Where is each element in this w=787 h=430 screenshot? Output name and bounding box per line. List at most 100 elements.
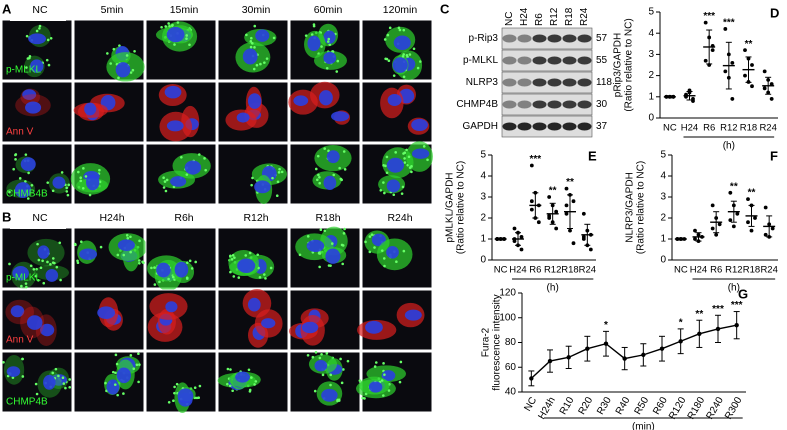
- nucleus: [323, 175, 337, 190]
- y-axis-label: NLRP3/GAPDH: [625, 172, 636, 243]
- band: [517, 56, 532, 65]
- puncta: [253, 24, 257, 28]
- puncta: [229, 270, 232, 274]
- puncta: [116, 253, 120, 257]
- puncta: [160, 25, 163, 29]
- puncta: [402, 75, 406, 79]
- data-point: [731, 224, 736, 229]
- data-point: [664, 94, 669, 99]
- nucleus: [10, 305, 25, 318]
- puncta: [98, 168, 101, 172]
- puncta: [316, 178, 319, 182]
- data-point: [581, 235, 586, 239]
- band: [532, 34, 547, 43]
- puncta: [125, 234, 129, 237]
- data-point: [684, 92, 688, 97]
- data-point: [746, 220, 750, 225]
- y-axis-label: (Ratio relative to NC): [624, 18, 635, 111]
- puncta: [25, 34, 29, 38]
- puncta: [168, 24, 171, 28]
- y-axis-label: (Ratio relative to NC): [636, 161, 647, 254]
- significance: ***: [529, 154, 541, 165]
- nucleus: [84, 102, 97, 116]
- band: [517, 122, 532, 131]
- puncta: [340, 381, 344, 385]
- puncta: [259, 62, 262, 66]
- y-axis-label: pMLKL/GAPDH: [445, 172, 456, 242]
- data-point: [710, 226, 715, 231]
- puncta: [28, 55, 32, 58]
- significance: **: [566, 177, 574, 188]
- puncta: [138, 261, 141, 265]
- puncta: [318, 175, 321, 179]
- puncta: [248, 251, 252, 255]
- nucleus: [254, 180, 271, 194]
- y-tick-label: 4: [660, 171, 666, 182]
- nucleus: [116, 367, 132, 384]
- puncta: [237, 276, 241, 279]
- data-point: [536, 203, 541, 208]
- column-header: R24h: [387, 212, 412, 224]
- puncta: [198, 384, 202, 388]
- puncta: [317, 252, 321, 255]
- significance: *: [604, 320, 608, 331]
- y-tick-label: 0: [648, 113, 654, 124]
- data-point: [767, 235, 772, 239]
- lane-label: NC: [504, 12, 515, 26]
- puncta: [188, 43, 191, 47]
- puncta: [153, 283, 157, 286]
- data-point: [717, 222, 722, 227]
- puncta: [158, 280, 161, 284]
- puncta: [373, 246, 376, 249]
- y-tick-label: 40: [505, 387, 517, 398]
- puncta: [226, 382, 229, 386]
- nucleus: [237, 258, 256, 273]
- significance: **: [748, 188, 756, 199]
- puncta: [67, 183, 71, 187]
- data-point: [707, 35, 712, 40]
- marker: [715, 326, 721, 332]
- puncta: [317, 173, 320, 177]
- puncta: [232, 275, 236, 278]
- puncta: [165, 178, 169, 182]
- puncta: [380, 249, 384, 252]
- puncta: [401, 55, 405, 58]
- puncta: [65, 186, 69, 190]
- x-tick-label: NC: [522, 395, 539, 413]
- band: [547, 56, 562, 65]
- puncta: [59, 278, 62, 282]
- puncta: [233, 256, 236, 259]
- puncta: [185, 34, 189, 37]
- data-point: [564, 203, 569, 208]
- puncta: [194, 260, 197, 264]
- puncta: [329, 264, 332, 267]
- nucleus: [301, 321, 319, 334]
- puncta: [382, 362, 385, 365]
- puncta: [138, 259, 141, 262]
- puncta: [34, 382, 38, 386]
- band: [562, 100, 577, 109]
- puncta: [173, 391, 176, 395]
- nucleus: [79, 248, 98, 260]
- data-point: [769, 82, 774, 86]
- puncta: [173, 385, 176, 389]
- nucleus: [166, 120, 184, 132]
- band: [577, 100, 592, 109]
- puncta: [68, 385, 72, 389]
- data-point: [554, 226, 559, 231]
- puncta: [253, 383, 256, 386]
- nucleus: [393, 35, 411, 50]
- puncta: [164, 189, 168, 193]
- data-point: [703, 20, 708, 25]
- band: [517, 78, 532, 87]
- puncta: [82, 167, 85, 170]
- puncta: [342, 150, 346, 153]
- line: [530, 324, 737, 379]
- puncta: [416, 66, 420, 70]
- puncta: [392, 74, 396, 77]
- puncta: [422, 145, 426, 148]
- puncta: [370, 233, 374, 236]
- puncta: [38, 27, 41, 30]
- puncta: [265, 57, 269, 60]
- nucleus: [43, 374, 56, 390]
